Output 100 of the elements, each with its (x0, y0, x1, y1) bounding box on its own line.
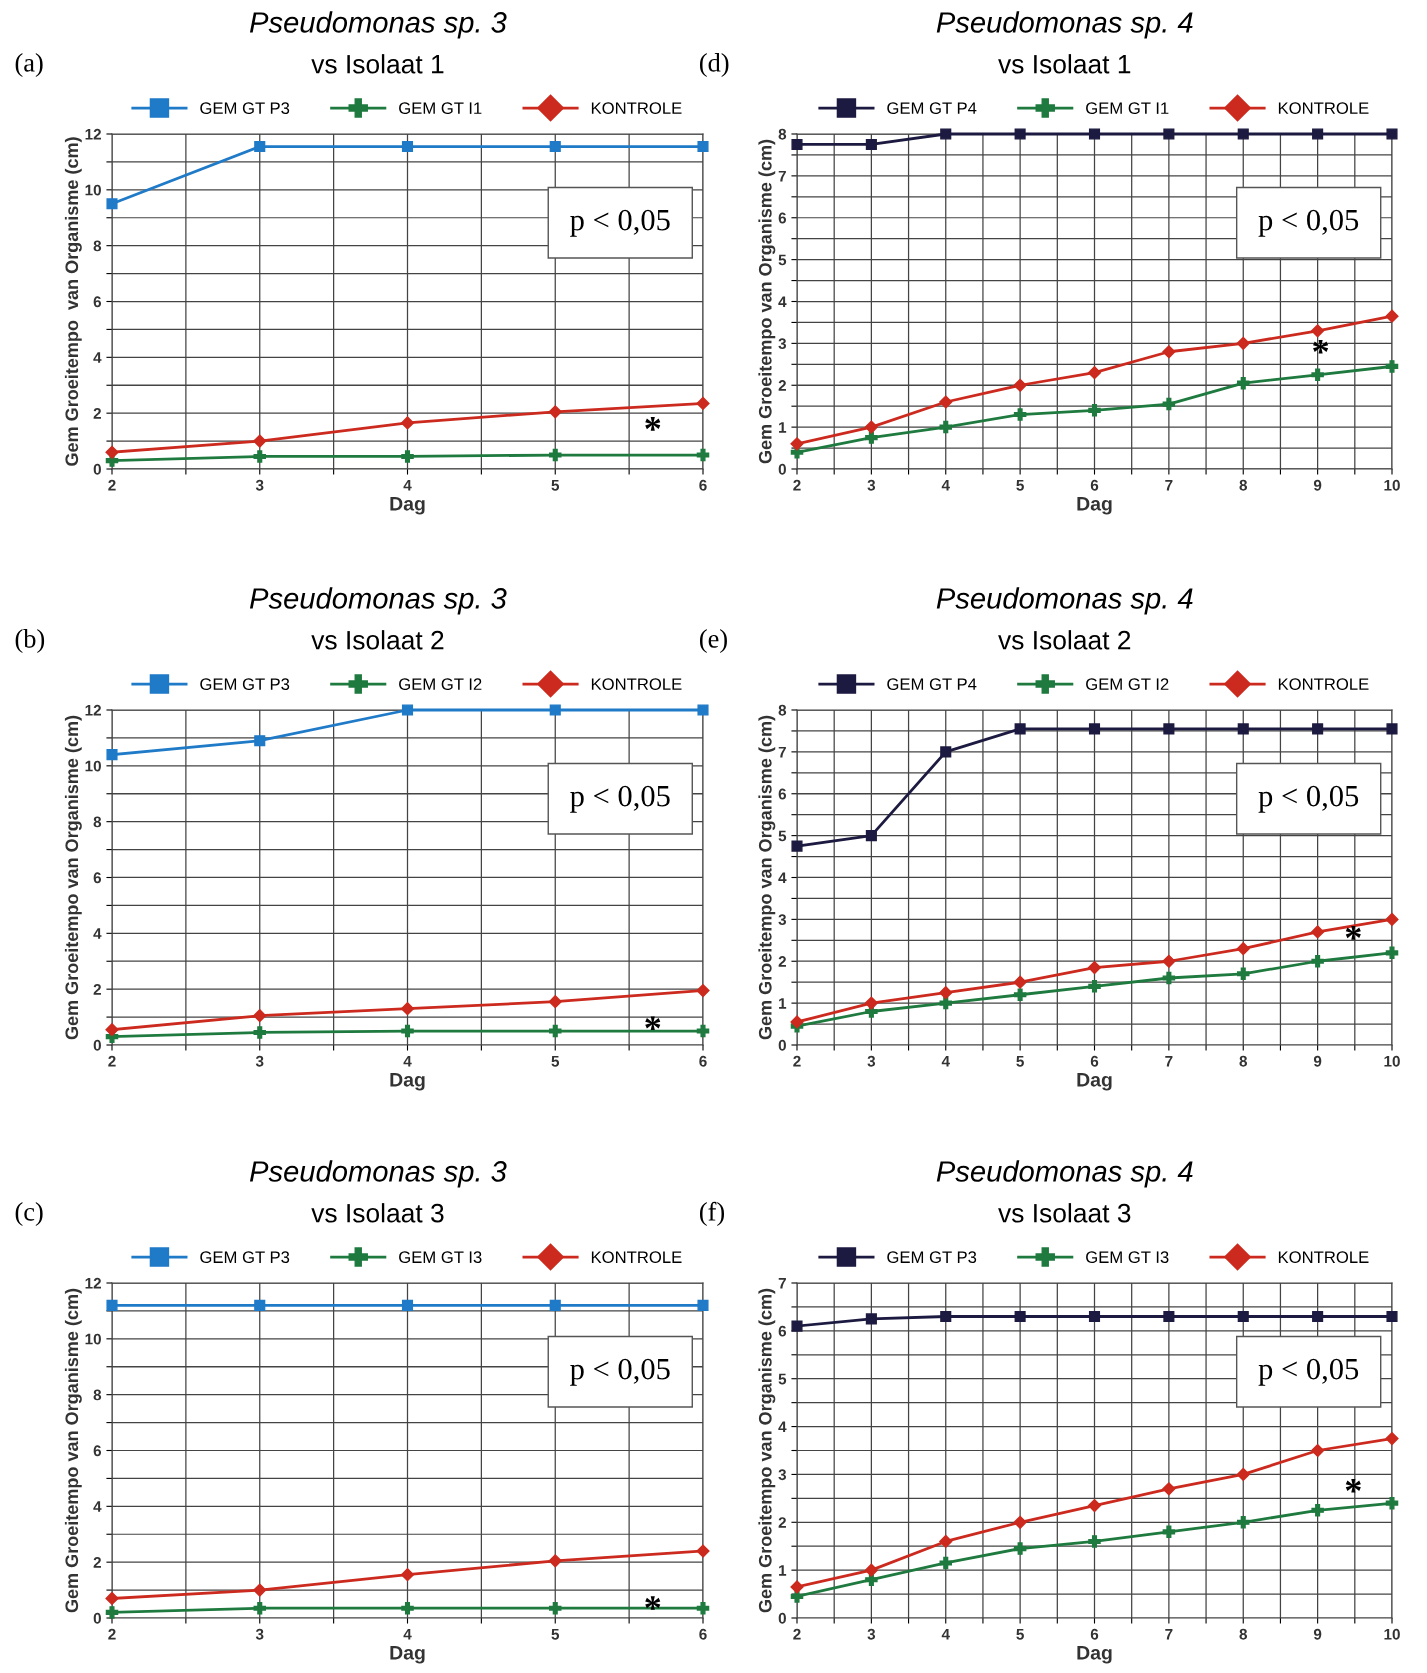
x-tick-label: 7 (1165, 1055, 1173, 1067)
x-tick-label: 5 (551, 1055, 560, 1067)
annotation: p < 0,05 (1258, 785, 1359, 813)
point (1162, 1525, 1176, 1539)
x-axis-title: Dag (1077, 497, 1112, 515)
y-tick-label: 3 (778, 914, 787, 926)
legend-label: KONTROLE (1278, 678, 1369, 691)
point (253, 1601, 267, 1615)
chart-subtitle: vs Isolaat 1 (311, 54, 444, 74)
x-tick-label: 5 (551, 1628, 560, 1640)
point (548, 995, 562, 1009)
x-tick-label: 4 (403, 1055, 412, 1067)
y-tick-label: 8 (778, 128, 787, 140)
annotation: p < 0,05 (1258, 209, 1359, 237)
point (790, 1590, 804, 1603)
point (1163, 723, 1175, 735)
y-tick-label: 2 (778, 1517, 786, 1528)
y-tick-label: 4 (778, 872, 787, 884)
point (105, 1023, 119, 1037)
point (106, 1299, 118, 1311)
point (1385, 1496, 1399, 1510)
point (696, 1544, 710, 1558)
point (548, 448, 562, 462)
point (1087, 366, 1102, 380)
point (1237, 723, 1249, 735)
text: (d) (699, 53, 729, 78)
point (1236, 942, 1250, 956)
x-tick-label: 3 (255, 1055, 264, 1067)
point (1013, 408, 1027, 421)
point (1162, 1482, 1176, 1496)
chart-title: Pseudomonas sp. 4 (936, 1160, 1193, 1188)
point (1163, 128, 1175, 140)
point (1312, 128, 1324, 140)
point (1013, 988, 1027, 1002)
y-tick-label: 5 (778, 254, 787, 266)
point (939, 996, 953, 1010)
point (865, 138, 877, 151)
y-tick-label: 1 (779, 422, 787, 433)
legend-label: GEM GT I3 (399, 1251, 482, 1264)
x-axis-title: Dag (390, 1646, 425, 1664)
point (253, 1583, 267, 1597)
point (106, 198, 118, 210)
point (1386, 723, 1398, 735)
chart-subtitle: vs Isolaat 3 (998, 1203, 1131, 1223)
x-tick-label: 2 (793, 1055, 801, 1067)
y-tick-label: 4 (778, 1421, 787, 1433)
y-axis-title: Gem Groeitempo van Organisme (cm) (758, 139, 776, 464)
legend-label: KONTROLE (1278, 1251, 1369, 1264)
x-axis-title: Dag (1077, 1073, 1112, 1091)
point (864, 996, 878, 1010)
y-tick-label: 6 (778, 1325, 787, 1337)
point (696, 1024, 710, 1038)
x-tick-label: 4 (941, 1628, 950, 1640)
point (1312, 1310, 1324, 1323)
point (105, 1591, 119, 1606)
point (253, 1026, 267, 1039)
text: (e) (699, 629, 727, 654)
point (1311, 954, 1324, 968)
point (254, 1299, 266, 1311)
x-tick-label: 5 (1016, 1055, 1024, 1067)
y-axis-title: Gem Groeitempo van Organisme (cm) (64, 715, 82, 1040)
point (1311, 1504, 1324, 1517)
text: (f) (699, 1201, 725, 1227)
point (697, 141, 709, 153)
y-tick-label: 6 (778, 788, 787, 800)
chart-title: Pseudomonas sp. 4 (936, 587, 1193, 615)
point (548, 1024, 562, 1038)
point (401, 1024, 414, 1038)
point (548, 1601, 562, 1615)
legend-label: GEM GT I2 (1086, 678, 1169, 691)
point (400, 1568, 415, 1582)
y-tick-label: 4 (93, 352, 102, 363)
point (106, 749, 118, 761)
x-tick-label: 8 (1239, 479, 1248, 491)
legend-label: GEM GT P3 (200, 678, 290, 691)
legend-label: GEM GT I2 (399, 678, 482, 691)
point (939, 1556, 953, 1570)
chart-title: Pseudomonas sp. 3 (249, 587, 507, 615)
y-axis-title: Gem Groeitempo van Organisme (cm) (64, 1288, 82, 1613)
y-tick-label: 0 (778, 1039, 786, 1051)
text: (c) (15, 1202, 43, 1227)
point (791, 1320, 803, 1332)
x-tick-label: 6 (1090, 479, 1099, 491)
y-tick-label: 12 (85, 1277, 101, 1289)
y-tick-label: 6 (93, 1445, 102, 1457)
point (1163, 1310, 1175, 1323)
point (1311, 925, 1325, 939)
point (401, 704, 414, 716)
point (105, 1606, 119, 1619)
point (401, 450, 414, 463)
x-tick-label: 9 (1313, 1628, 1322, 1640)
point (865, 431, 878, 444)
point (1237, 128, 1249, 140)
y-tick-label: 6 (93, 872, 102, 884)
point (1386, 1310, 1398, 1323)
y-tick-label: 12 (85, 704, 101, 716)
x-tick-label: 10 (1384, 1055, 1400, 1067)
point (940, 746, 952, 758)
legend-label: GEM GT I1 (399, 102, 482, 115)
y-tick-label: 8 (93, 816, 102, 828)
